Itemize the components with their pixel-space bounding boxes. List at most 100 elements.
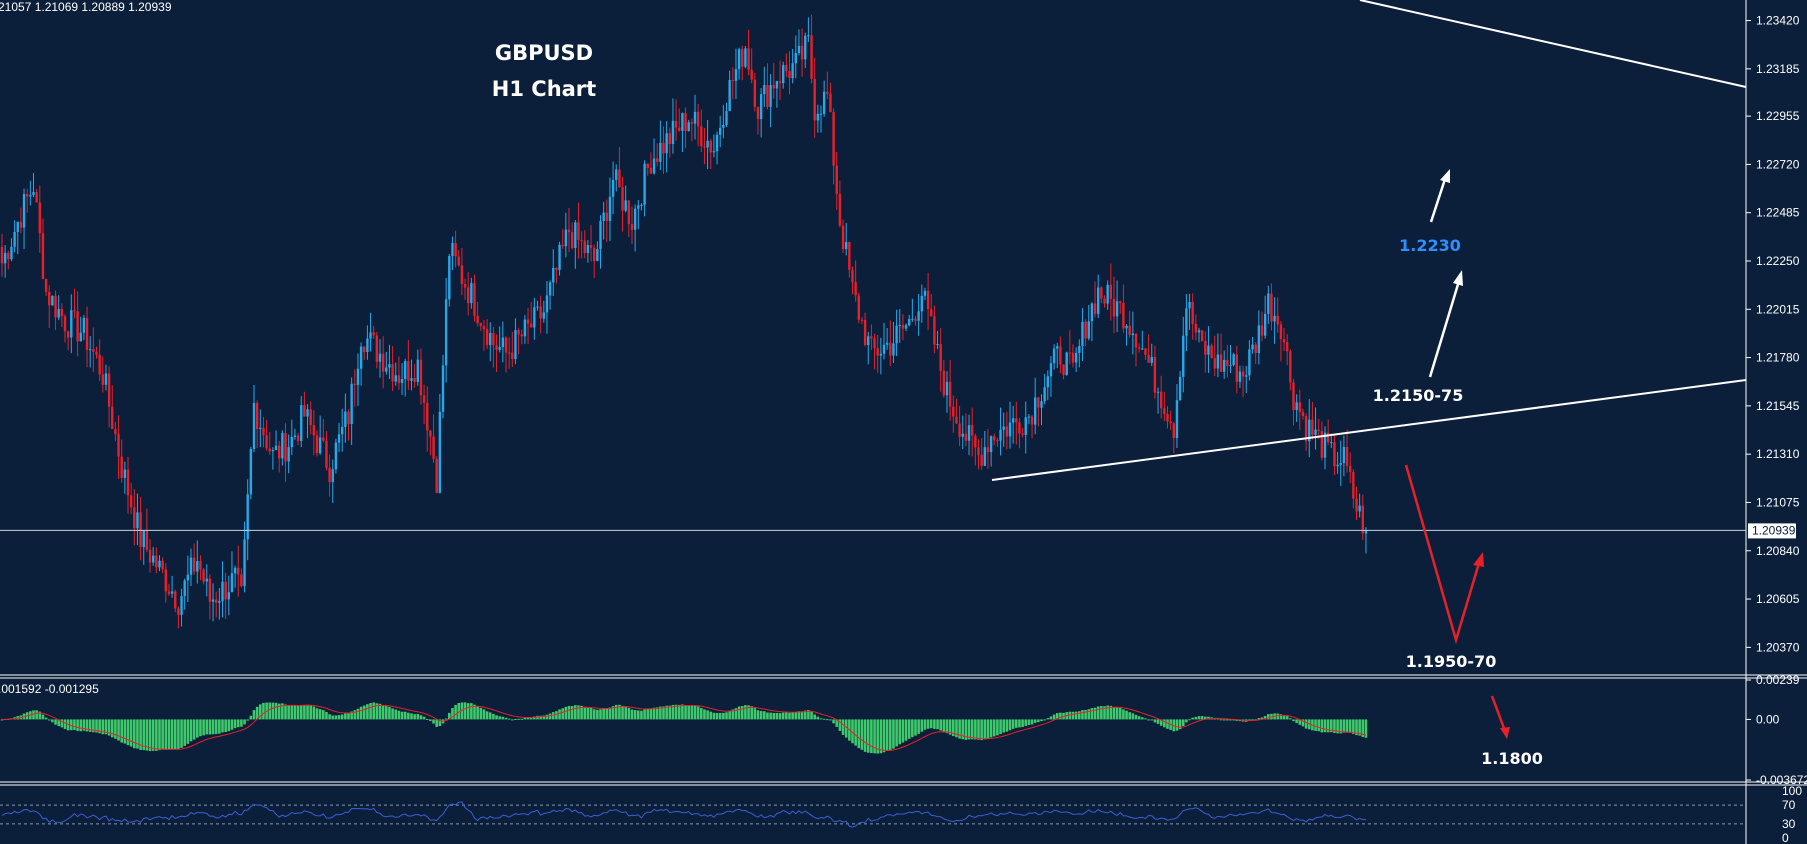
macd-bar [810,711,813,720]
macd-bar [1087,709,1091,720]
macd-bar [829,719,832,721]
candle-body [674,120,678,128]
candle-body [800,45,804,60]
candle-body [1037,397,1040,408]
macd-bar [164,719,168,750]
candle-body [492,333,495,346]
candle-body [564,229,568,247]
macd-bar [665,705,668,720]
macd-bar [1141,717,1144,720]
macd-bar [769,712,772,720]
candle-body [1011,418,1015,423]
macd-signal-line [1,704,1367,751]
candle-body [1087,321,1090,339]
candle-body [983,447,986,466]
candle-body [637,205,640,209]
candle-body [1125,325,1128,329]
macd-bar [772,712,776,720]
candle-body [1270,293,1273,322]
macd-bar [155,719,158,751]
candle-body [662,142,665,154]
candle-body [1191,301,1194,324]
candle-body [829,93,832,113]
macd-bar [432,719,435,724]
candle-body [189,557,193,575]
macd-bar [252,710,256,720]
candle-body [388,364,391,368]
candle-body [306,409,309,417]
macd-tick-label: 0.00 [1756,712,1780,726]
rsi-tick-label: 0 [1782,831,1789,844]
candle-body [1235,354,1238,382]
macd-bar [466,703,470,720]
candle-body [791,63,794,79]
macd-bar [863,719,867,752]
candle-body [174,591,177,609]
macd-bar [1015,719,1018,728]
candle-body [993,436,996,441]
candle-body [350,383,353,425]
macd-bar [255,706,259,720]
macd-bar [1276,713,1280,720]
candle-body [495,345,498,350]
candle-body [177,608,180,615]
macd-bar [567,705,571,720]
price-tick-label: 1.23420 [1756,14,1800,28]
price-tick-label: 1.22015 [1756,302,1800,316]
macd-bar [1018,719,1021,728]
candle-body [255,403,259,430]
candle-body [180,596,183,615]
candle-body [643,163,646,205]
macd-bar [722,712,725,720]
candle-body [507,352,511,354]
macd-bar [917,719,920,734]
candle-body [413,378,416,382]
candle-body [1210,345,1213,359]
macd-bar [1033,719,1037,723]
macd-bar [196,719,199,738]
candle-body [29,195,32,197]
candle-body [1169,421,1172,424]
macd-bar [520,718,524,720]
candle-body [892,343,895,356]
candle-body [476,315,479,324]
candle-body [284,432,287,462]
candle-body [208,578,212,602]
macd-bar [104,719,108,735]
macd-bar [778,713,782,720]
candle-body [734,69,738,81]
price-tick-label: 1.20605 [1756,592,1800,606]
macd-bar [794,711,798,720]
macd-bar [633,710,637,720]
macd-bar [1090,708,1094,720]
candle-body [876,348,879,356]
macd-bar [1055,713,1059,720]
candle-body [608,196,612,221]
macd-bar [473,704,476,720]
macd-bar [79,719,83,732]
candle-body [38,202,41,234]
macd-bar [1304,719,1308,729]
macd-bar [785,712,788,720]
candle-body [807,35,810,37]
macd-bar [870,719,873,754]
candle-body [756,106,760,120]
candle-body [126,469,130,496]
candle-body [366,338,369,353]
chart-title: GBPUSD [495,41,593,65]
macd-bar [369,703,372,720]
macd-bar [813,714,816,720]
macd-bar [577,705,580,720]
macd-bar [470,703,473,720]
macd-bar [1059,712,1062,720]
candle-body [489,333,492,345]
candle-body [1267,293,1270,314]
candle-body [164,569,167,592]
macd-bar [895,719,898,747]
candle-body [1027,416,1031,418]
candle-body [1207,345,1210,355]
macd-bar [996,719,999,736]
macd-bar [851,719,854,744]
